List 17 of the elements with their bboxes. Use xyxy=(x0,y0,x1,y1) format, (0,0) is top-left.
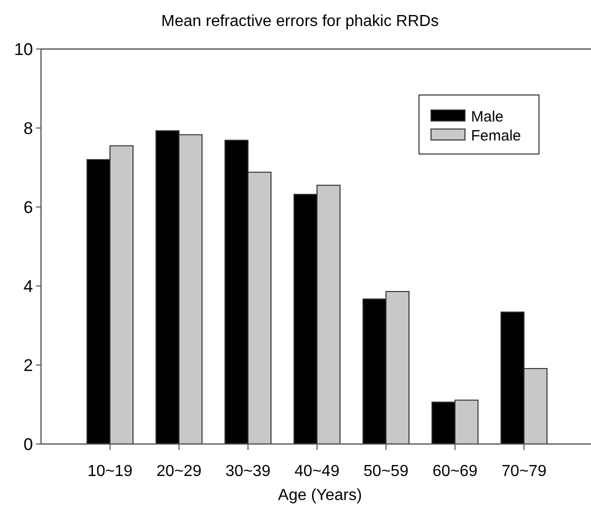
x-tick-label: 40~49 xyxy=(294,463,340,480)
x-tick-label: 10~19 xyxy=(88,463,133,480)
y-tick-label: 4 xyxy=(24,276,33,296)
y-tick-label: 0 xyxy=(24,434,33,454)
y-tick-label: 8 xyxy=(24,118,33,138)
x-tick-label: 50~59 xyxy=(364,463,409,480)
x-axis-title: Age (Years) xyxy=(278,487,362,504)
y-tick-label: 10 xyxy=(14,40,33,59)
x-tick-label: 70~79 xyxy=(502,463,547,480)
x-tick-label: 60~69 xyxy=(432,463,478,480)
legend-label: Male xyxy=(471,108,504,126)
x-tick-label: 30~39 xyxy=(226,463,271,480)
x-tick-label: 20~29 xyxy=(156,463,202,480)
y-tick-label: 2 xyxy=(24,356,33,375)
chart-title: Mean refractive errors for phakic RRDs xyxy=(161,13,439,30)
y-tick-label: 6 xyxy=(24,198,33,217)
legend-label: Female xyxy=(471,127,522,144)
